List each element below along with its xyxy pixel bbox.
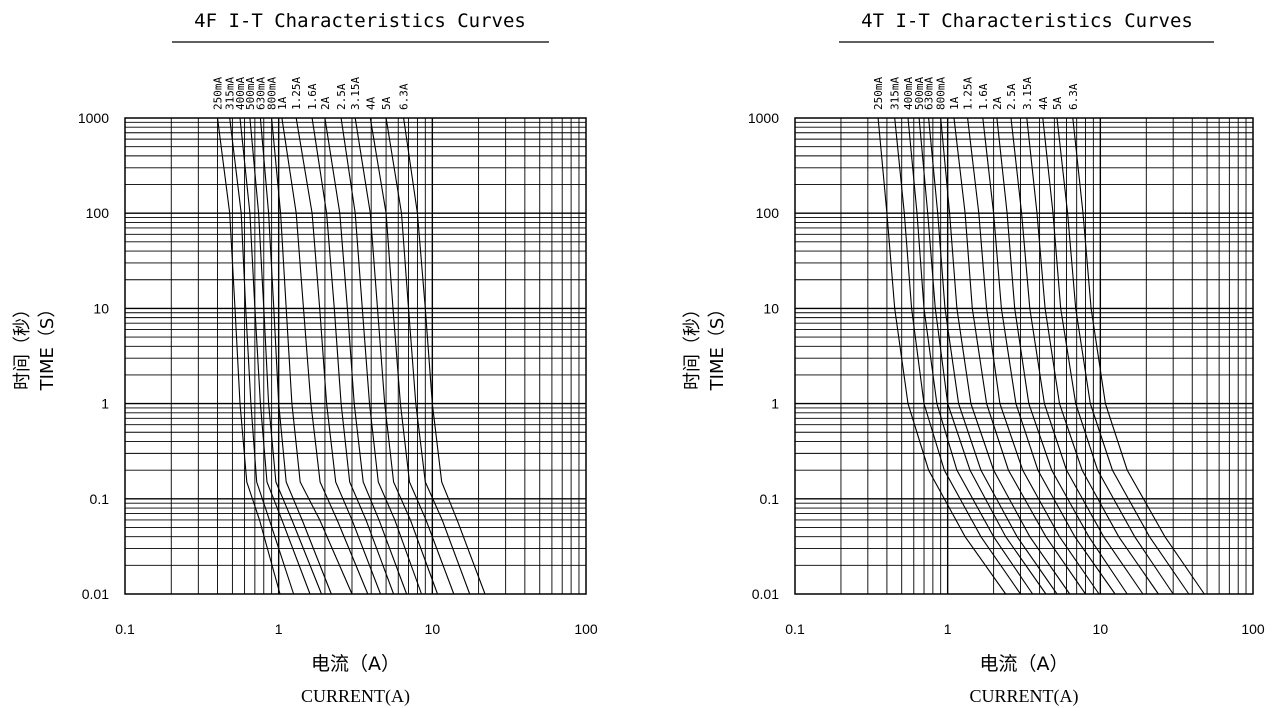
series-line-1.6A (982, 117, 1116, 595)
series-line-2.5A (340, 117, 423, 595)
series-label: 1.6A (306, 83, 319, 110)
series-label: 4A (1037, 96, 1050, 110)
y-tick-label: 1000 (78, 110, 109, 126)
y-tick-label: 1000 (748, 110, 779, 126)
series-label: 4A (364, 96, 377, 110)
series-line-4A (1042, 117, 1174, 595)
series-line-315mA (229, 117, 295, 595)
series-line-6.3A (403, 117, 486, 595)
series-label: 3.15A (1021, 77, 1034, 110)
x-tick-label: 0.1 (785, 621, 805, 637)
x-tick-label: 100 (574, 621, 598, 637)
plot-frame (124, 117, 587, 595)
y-tick-label: 10 (763, 300, 779, 316)
series-label: 630mA (254, 77, 267, 110)
series-line-315mA (894, 117, 1021, 595)
series-line-400mA (907, 117, 1034, 595)
series-line-5A (1056, 117, 1190, 595)
series-line-500mA (918, 117, 1047, 595)
x-tick-label: 100 (1241, 621, 1265, 637)
grid (795, 118, 1253, 594)
x-tick-label: 1 (944, 621, 952, 637)
series-label: 400mA (902, 77, 915, 110)
series-label: 6.3A (1067, 83, 1080, 110)
series-line-2A (996, 117, 1128, 595)
series-label: 315mA (224, 77, 237, 110)
series-label: 1A (948, 96, 961, 110)
x-tick-label: 10 (425, 621, 441, 637)
series-line-1.25A (967, 117, 1100, 595)
series-line-800mA (271, 117, 353, 595)
series-label: 630mA (923, 77, 936, 110)
series-label: 1.25A (290, 77, 303, 110)
chart-title: 4F I-T Characteristics Curves (194, 10, 526, 32)
series-label: 800mA (266, 77, 279, 110)
x-axis-label-en: CURRENT(A) (301, 686, 410, 707)
series-line-3.15A (354, 117, 439, 595)
grid (125, 118, 586, 594)
series-label: 500mA (913, 77, 926, 110)
y-tick-label: 0.01 (752, 586, 779, 602)
y-tick-label: 0.1 (90, 491, 110, 507)
series-label: 1A (276, 96, 289, 110)
y-tick-label: 100 (756, 205, 780, 221)
series-line-630mA (928, 117, 1058, 595)
y-axis-label-en: TIME（S） (707, 300, 728, 392)
x-axis-label: 电流（A） (311, 653, 400, 675)
series-label: 400mA (234, 77, 247, 110)
series-line-4A (369, 117, 455, 595)
series-line-630mA (259, 117, 332, 595)
y-tick-label: 0.01 (82, 586, 109, 602)
y-axis-label-en: TIME（S） (37, 300, 58, 392)
series-label: 1.6A (977, 83, 990, 110)
series-label: 3.15A (349, 77, 362, 110)
y-axis-label: 时间（秒） (682, 300, 703, 390)
series-label: 1.25A (962, 77, 975, 110)
series-line-1A (953, 117, 1086, 595)
chart-title: 4T I-T Characteristics Curves (861, 10, 1193, 32)
y-tick-label: 10 (93, 300, 109, 316)
series-label: 315mA (889, 77, 902, 110)
series-label: 2A (319, 96, 332, 110)
y-tick-label: 1 (101, 396, 109, 412)
series-line-250mA (877, 117, 1007, 595)
series-line-2A (324, 117, 408, 595)
series-label: 250mA (212, 77, 225, 110)
series-label: 250mA (872, 77, 885, 110)
series-line-6.3A (1072, 117, 1205, 595)
series-line-5A (385, 117, 471, 595)
x-tick-label: 1 (275, 621, 283, 637)
series-line-2.5A (1010, 117, 1144, 595)
x-axis-label-en: CURRENT(A) (970, 686, 1079, 707)
series-label: 5A (380, 96, 393, 110)
series-line-3.15A (1026, 117, 1159, 595)
x-tick-label: 10 (1093, 621, 1109, 637)
plot-frame (794, 117, 1254, 595)
series-line-250mA (216, 117, 281, 595)
y-tick-label: 1 (771, 396, 779, 412)
series-line-1A (281, 117, 369, 595)
series-line-1.6A (311, 117, 395, 595)
y-axis-label: 时间（秒） (12, 300, 33, 390)
series-label: 500mA (244, 77, 257, 110)
series-label: 6.3A (398, 83, 411, 110)
series-line-1.25A (295, 117, 382, 595)
x-axis-label: 电流（A） (980, 653, 1069, 675)
x-tick-label: 0.1 (115, 621, 135, 637)
series-line-500mA (249, 117, 323, 595)
series-line-400mA (239, 117, 311, 595)
series-label: 800mA (935, 77, 948, 110)
series-label: 2.5A (335, 83, 348, 110)
y-tick-label: 0.1 (760, 491, 780, 507)
series-line-800mA (940, 117, 1071, 595)
y-tick-label: 100 (86, 205, 110, 221)
series-label: 2A (991, 96, 1004, 110)
series-label: 2.5A (1005, 83, 1018, 110)
series-label: 5A (1051, 96, 1064, 110)
